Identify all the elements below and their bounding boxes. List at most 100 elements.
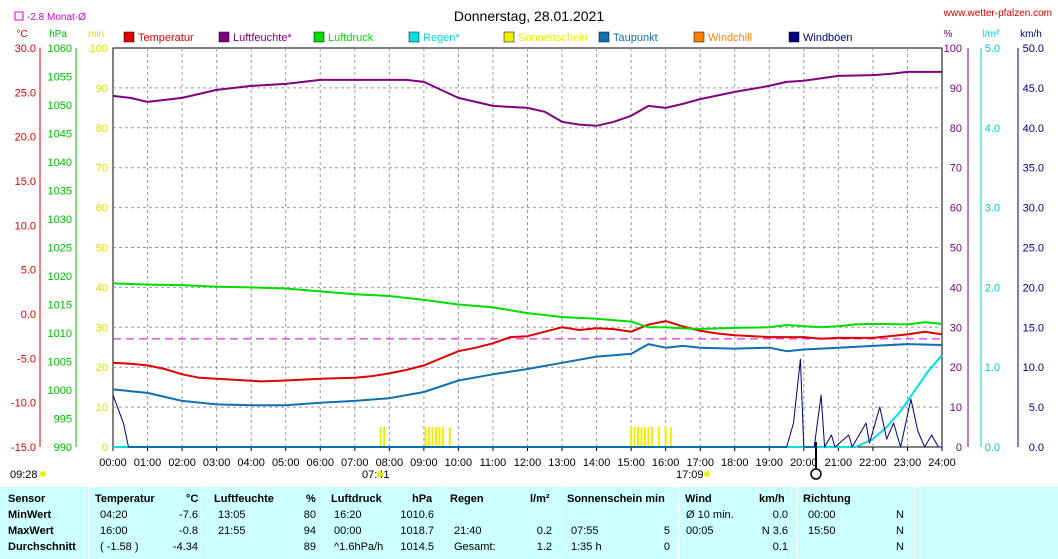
table-cell-press-time: ^1.6hPa/h: [334, 541, 384, 553]
table-cell-sun-val: 0: [663, 541, 670, 553]
rain-tick-label: 2.0: [985, 282, 1000, 294]
table-cell-hum-time: 13:05: [218, 509, 246, 521]
x-tick-label: 20:00: [790, 457, 818, 469]
hpa-tick-label: 1025: [48, 243, 72, 255]
percent-tick-label: 20: [950, 362, 962, 374]
sunshine-bar: [643, 427, 646, 447]
hdr-sun: Sonnenschein min: [567, 493, 665, 505]
x-tick-label: 11:00: [480, 457, 507, 469]
sunshine-bar: [441, 427, 444, 447]
sunset-time: 17:09: [676, 469, 704, 481]
legend-label: Regen*: [423, 32, 460, 44]
series-line: [112, 343, 943, 407]
legend-swatch: [693, 31, 705, 43]
table-cell-wind-time: Ø 10 min.: [686, 509, 734, 521]
sunshine-bar: [434, 427, 437, 447]
hpa-tick-label: 995: [54, 414, 72, 426]
moon-icon: [40, 471, 46, 477]
month-avg-label: -2.8 Monat-Ø: [27, 12, 86, 23]
legend-label: Windböen: [803, 32, 853, 44]
table-cell-press-val: 1018.7: [400, 525, 434, 537]
series-line: [112, 282, 943, 330]
rain-tick-label: 5.0: [985, 43, 1000, 55]
sunshine-bar: [633, 427, 636, 447]
hdr-rain: Regen: [450, 493, 484, 505]
hdr-hum-unit: %: [306, 493, 316, 505]
table-cell-rain-val: 1.2: [536, 541, 552, 553]
rain-tick-label: 3.0: [985, 203, 1000, 215]
percent-tick-label: 60: [950, 203, 962, 215]
kmh-tick-label: 45.0: [1023, 83, 1044, 95]
table-cell-press-val: 1010.6: [400, 509, 434, 521]
min-tick-label: 50: [96, 243, 108, 255]
hpa-tick-label: 1040: [48, 157, 72, 169]
series-line: [113, 354, 943, 448]
moon-time: 09:28: [10, 469, 38, 481]
site-link[interactable]: www.wetter-pfalzen.com: [943, 8, 1052, 19]
kmh-tick-label: 0.0: [1029, 442, 1044, 454]
table-cell-wind-val: N 3.6: [761, 525, 788, 537]
temp-tick-label: 0.0: [21, 309, 36, 321]
hdr-wind: Wind: [685, 493, 712, 505]
hpa-tick-label: 1005: [48, 357, 72, 369]
kmh-tick-label: 15.0: [1023, 322, 1044, 334]
sunset-icon: [704, 471, 710, 477]
sunshine-bar: [428, 427, 431, 447]
unit-celsius: °C: [16, 29, 27, 40]
x-tick-label: 02:00: [168, 457, 196, 469]
x-tick-label: 21:00: [825, 457, 853, 469]
legend-label: Temperatur: [138, 32, 194, 44]
percent-tick-label: 10: [950, 402, 962, 414]
hpa-tick-label: 1020: [48, 271, 72, 283]
percent-tick-label: 70: [950, 163, 962, 175]
hdr-temp: Temperatur: [95, 493, 155, 505]
table-cell-temp-time: 04:20: [100, 509, 128, 521]
table-cell-hum-val: 80: [303, 509, 316, 521]
temp-tick-label: 30.0: [15, 43, 36, 55]
kmh-tick-label: 40.0: [1023, 123, 1044, 135]
temp-tick-label: 5.0: [21, 265, 36, 277]
divider: [207, 487, 208, 559]
table-cell-press-val: 1014.5: [400, 541, 434, 553]
table-cell-rain-val: 0.2: [536, 525, 552, 537]
min-tick-label: 10: [96, 402, 108, 414]
x-tick-label: 22:00: [859, 457, 887, 469]
percent-tick-label: 40: [950, 282, 962, 294]
kmh-tick-label: 10.0: [1023, 362, 1044, 374]
x-tick-label: 19:00: [756, 457, 784, 469]
hpa-tick-label: 1030: [48, 214, 72, 226]
kmh-tick-label: 5.0: [1029, 402, 1044, 414]
x-tick-label: 17:00: [686, 457, 714, 469]
kmh-tick-label: 20.0: [1023, 282, 1044, 294]
table-cell-dir-time: 00:00: [808, 509, 836, 521]
table-cell-wind-val: 0.1: [772, 541, 788, 553]
sunshine-bar: [664, 427, 667, 447]
table-cell-dir-time: 15:50: [808, 525, 836, 537]
hpa-tick-label: 990: [54, 442, 72, 454]
axes: 00:00 01:00 02:00 03:00 04:00 05:00 06:00 07:00…: [11, 43, 1044, 469]
x-tick-label: 14:00: [583, 457, 611, 469]
min-tick-label: 90: [96, 83, 108, 95]
unit-hpa: hPa: [49, 29, 67, 40]
legend-label: Windchill: [708, 32, 752, 44]
x-tick-label: 10:00: [445, 457, 473, 469]
table-cell-rain-time: Gesamt:: [454, 541, 496, 553]
divider: [678, 487, 679, 559]
table-cell-rain-time: 21:40: [454, 525, 482, 537]
hpa-tick-label: 1035: [48, 186, 72, 198]
legend-swatch: [598, 31, 610, 43]
divider: [88, 487, 89, 559]
table-cell-hum-val: 89: [303, 541, 316, 553]
unit-percent: %: [944, 29, 953, 40]
temp-tick-label: 15.0: [15, 176, 36, 188]
hpa-tick-label: 1055: [48, 72, 72, 84]
hpa-tick-label: 1015: [48, 300, 72, 312]
table-cell-label: Durchschnitt: [8, 541, 76, 553]
legend-label: Taupunkt: [613, 32, 658, 44]
legend-swatch: [218, 31, 230, 43]
percent-tick-label: 100: [944, 43, 962, 55]
sunshine-bar: [650, 427, 653, 447]
kmh-tick-label: 25.0: [1023, 243, 1044, 255]
divider: [325, 487, 326, 559]
legend-swatch: [503, 31, 515, 43]
